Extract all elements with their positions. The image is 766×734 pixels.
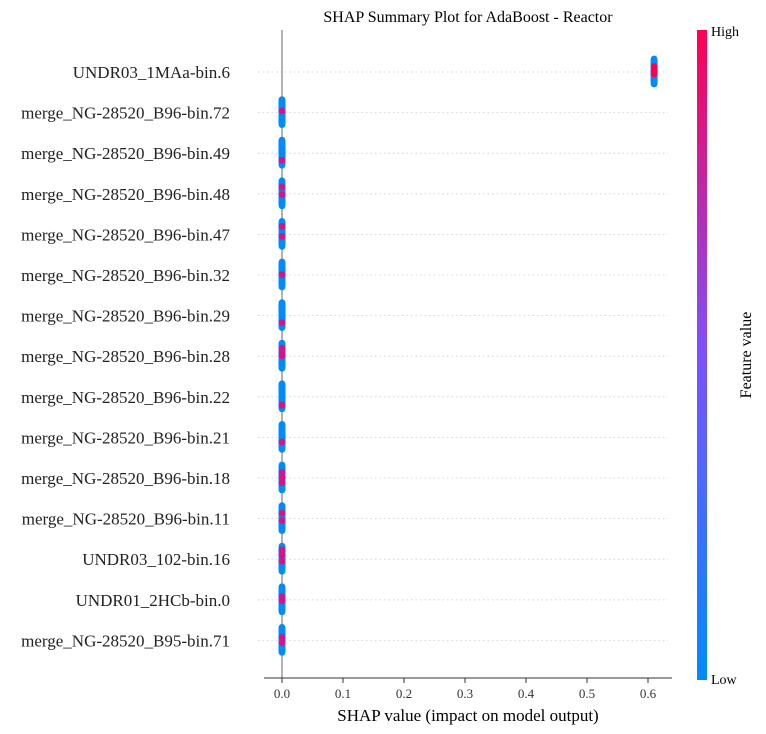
feature-point-stack: [278, 380, 286, 413]
x-tick-label: 0.5: [579, 686, 595, 701]
x-tick-label: 0.0: [274, 686, 290, 701]
feature-label: UNDR03_102-bin.16: [82, 550, 230, 569]
feature-point-stack: [278, 421, 286, 453]
feature-label: merge_NG-28520_B95-bin.71: [21, 631, 230, 650]
shap-point: [278, 486, 286, 494]
feature-point-stack: [278, 136, 286, 169]
x-tick-label: 0.3: [457, 686, 473, 701]
feature-label: merge_NG-28520_B96-bin.72: [21, 104, 230, 123]
colorbar-title: Feature value: [738, 312, 755, 399]
shap-point: [278, 527, 286, 534]
shap-point: [278, 283, 286, 291]
shap-point-high: [278, 401, 286, 409]
shap-point-high: [278, 183, 286, 191]
feature-label: merge_NG-28520_B96-bin.49: [21, 144, 230, 163]
shap-point-high: [278, 597, 286, 604]
feature-point-stack: [278, 96, 286, 128]
colorbar-high-label: High: [711, 25, 739, 40]
shap-point: [278, 567, 286, 575]
chart-title: SHAP Summary Plot for AdaBoost - Reactor: [323, 9, 613, 26]
shap-point: [278, 364, 286, 372]
shap-point: [278, 446, 286, 453]
shap-point-high: [278, 223, 286, 230]
shap-point: [278, 161, 286, 169]
shap-point-high: [278, 233, 286, 240]
x-tick-label: 0.2: [396, 686, 412, 701]
feature-point-stack: [278, 624, 286, 656]
feature-label: merge_NG-28520_B96-bin.22: [21, 388, 230, 407]
feature-point-stack: [278, 502, 286, 534]
feature-label: merge_NG-28520_B96-bin.48: [21, 185, 230, 204]
shap-point-high: [278, 551, 286, 559]
shap-point: [278, 243, 286, 250]
shap-point-high: [278, 352, 286, 360]
shap-point: [650, 80, 658, 88]
shap-point-high: [278, 639, 286, 646]
shap-point-high: [278, 479, 286, 486]
shap-point-high: [278, 469, 286, 476]
x-axis-label: SHAP value (impact on model output): [337, 706, 598, 725]
feature-label: merge_NG-28520_B96-bin.11: [22, 510, 230, 529]
shap-point: [278, 202, 286, 210]
grid-rows: [258, 71, 668, 641]
feature-label: merge_NG-28520_B96-bin.28: [21, 347, 230, 366]
shap-point-high: [278, 156, 286, 164]
feature-label: merge_NG-28520_B96-bin.29: [21, 307, 230, 326]
feature-point-stack: [278, 461, 286, 494]
x-tick-label: 0.4: [518, 686, 535, 701]
feature-label: merge_NG-28520_B96-bin.18: [21, 469, 230, 488]
shap-point-high: [278, 271, 286, 278]
feature-point-stack: [650, 55, 658, 88]
feature-point-stack: [278, 583, 286, 616]
colorbar-low-label: Low: [711, 673, 738, 688]
shap-point: [278, 324, 286, 331]
colorbar: [697, 30, 707, 680]
shap-point-high: [278, 509, 286, 517]
x-tick-label: 0.1: [335, 686, 351, 701]
feature-point-stack: [278, 299, 286, 331]
shap-point-high: [278, 546, 286, 554]
feature-point-stack: [278, 177, 286, 210]
feature-point-stack: [278, 258, 286, 291]
shap-point-high: [278, 191, 286, 198]
feature-point-stack: [278, 218, 286, 250]
feature-label: UNDR01_2HCb-bin.0: [76, 591, 230, 610]
feature-label: merge_NG-28520_B96-bin.32: [21, 266, 230, 285]
feature-point-stack: [278, 542, 286, 575]
shap-point: [278, 121, 286, 128]
x-tick-label: 0.6: [640, 686, 657, 701]
shap-point-high: [278, 634, 286, 641]
shap-point-high: [278, 107, 286, 115]
feature-label: UNDR03_1MAa-bin.6: [73, 63, 230, 82]
shap-point: [278, 649, 286, 656]
shap-point-high: [278, 319, 286, 326]
shap-point-high: [650, 70, 658, 78]
shap-point-high: [278, 557, 286, 565]
feature-label: merge_NG-28520_B96-bin.21: [21, 428, 230, 447]
shap-point-high: [278, 517, 286, 524]
feature-label: merge_NG-28520_B96-bin.47: [21, 225, 230, 244]
shap-point-high: [278, 438, 286, 446]
feature-rows: UNDR03_1MAa-bin.6 merge_NG-28520_B96-bin.…: [21, 55, 658, 656]
shap-point-high: [278, 474, 286, 481]
feature-point-stack: [278, 339, 286, 372]
x-ticks: 0.0 0.1 0.2 0.3 0.4 0.5 0.6: [274, 678, 657, 701]
shap-point: [278, 608, 286, 616]
